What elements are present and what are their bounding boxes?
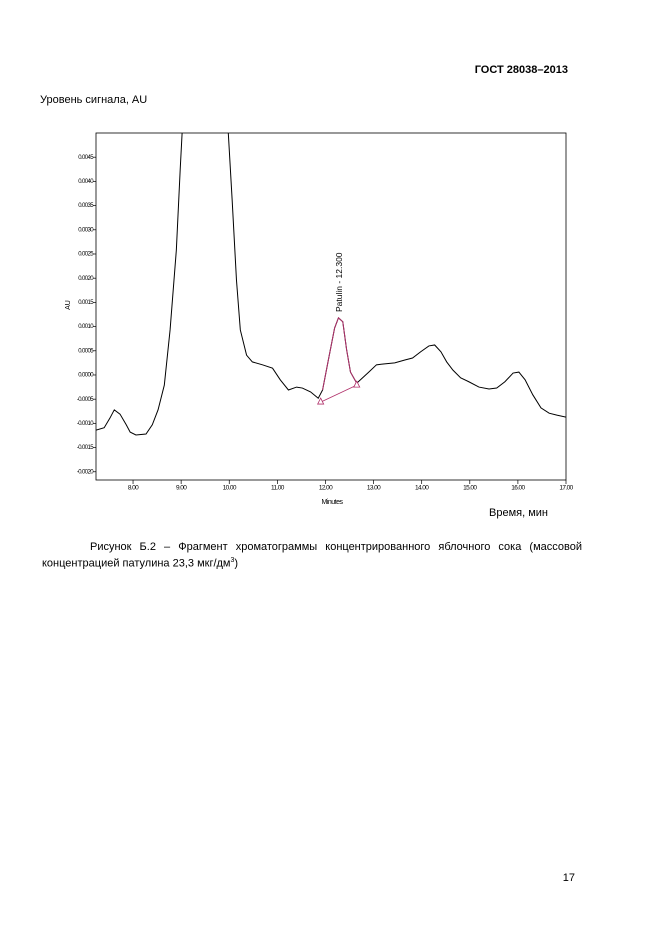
x-tick-label: 14.00 [415, 485, 429, 492]
y-tick-label: 0.0040 [78, 179, 94, 185]
y-axis-label: AU [65, 300, 72, 310]
peak-label: Patulin - 12.300 [334, 252, 344, 312]
x-tick-label: 8.00 [128, 485, 139, 492]
y-tick-label: 0.0035 [78, 203, 94, 209]
caption-closing: ) [234, 557, 239, 570]
x-tick-label: 11.00 [271, 485, 285, 492]
x-tick-label: 17.00 [559, 485, 573, 492]
y-tick-label: -0.0005 [77, 397, 94, 403]
x-tick-label: 9.00 [176, 485, 187, 492]
y-tick-label: 0.0020 [78, 276, 94, 282]
x-axis-note: Время, мин [489, 507, 548, 519]
x-tick-label: 13.00 [367, 485, 381, 492]
y-tick-label: -0.0015 [77, 445, 94, 451]
plot-frame [95, 132, 567, 481]
y-tick-label: 0.0015 [78, 300, 94, 306]
peak-marker [353, 380, 361, 388]
x-tick-label: 15.00 [463, 485, 477, 492]
y-tick-label: -0.0010 [77, 421, 94, 427]
caption-superscript: 3 [230, 557, 235, 564]
x-axis-label: Minutes [321, 499, 343, 506]
caption-text: Рисунок Б.2 – Фрагмент хроматограммы кон… [42, 541, 582, 570]
peak-baseline [320, 384, 357, 403]
y-tick-label: 0.0045 [78, 155, 94, 161]
y-tick-label: 0.0010 [78, 324, 94, 330]
y-tick-label: 0.0025 [78, 252, 94, 258]
x-tick-label: 10.00 [223, 485, 237, 492]
y-tick-label: 0.0030 [78, 227, 94, 233]
y-tick-label: 0.0000 [78, 373, 94, 379]
page-number: 17 [563, 872, 575, 884]
x-tick-label: 12.00 [319, 485, 333, 492]
x-tick-label: 16.00 [511, 485, 525, 492]
plot-area [96, 133, 566, 436]
y-tick-label: -0.0020 [77, 469, 94, 475]
peak-trace [322, 317, 358, 391]
figure-caption: Рисунок Б.2 – Фрагмент хроматограммы кон… [42, 540, 582, 571]
y-axis-note: Уровень сигнала, AU [40, 94, 147, 106]
peak-marker [317, 397, 325, 405]
y-tick-label: 0.0005 [78, 348, 94, 354]
standard-header: ГОСТ 28038–2013 [475, 64, 568, 76]
